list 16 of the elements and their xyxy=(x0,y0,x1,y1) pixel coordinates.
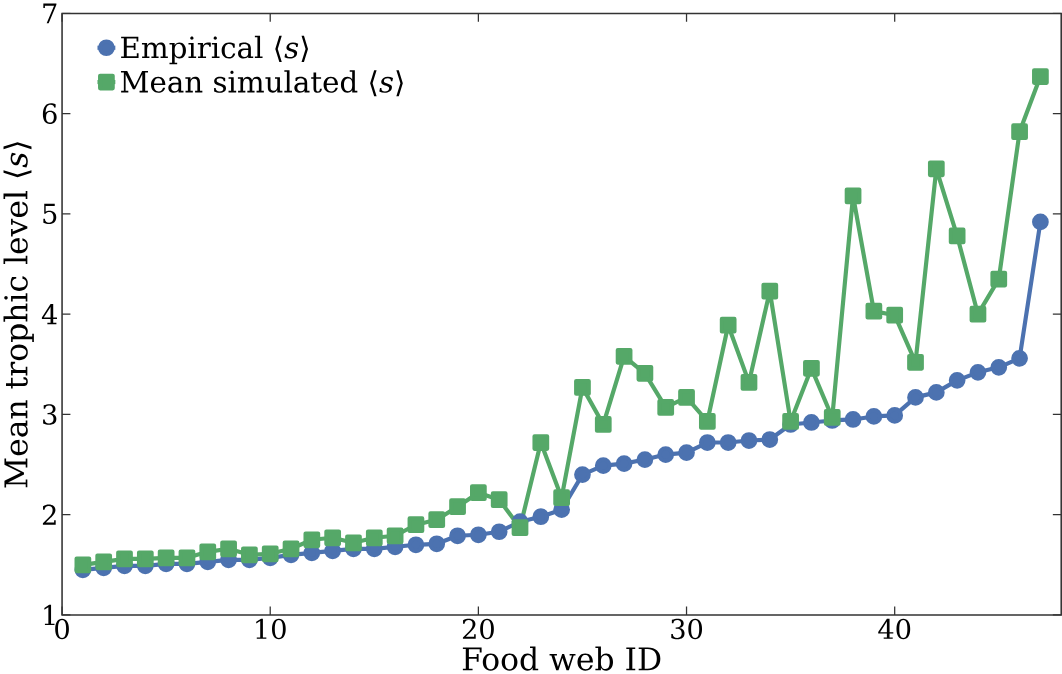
x-tick-label: 40 xyxy=(878,618,911,640)
x-tick-label: 0 xyxy=(55,618,69,640)
y-tick-label: 6 xyxy=(42,103,57,124)
y-tick-label: 4 xyxy=(41,303,57,325)
y-tick-label: 3 xyxy=(43,404,57,425)
y-tick-label: 2 xyxy=(42,504,56,525)
legend-label: Empirical ⟨s⟩ xyxy=(121,35,308,65)
y-tick-label: 7 xyxy=(43,3,57,24)
y-tick-label: 1 xyxy=(44,604,55,625)
y-tick-label: 5 xyxy=(43,203,57,224)
x-tick-label: 20 xyxy=(462,618,494,640)
x-tick-label: 30 xyxy=(671,618,703,640)
x-tick-label: 10 xyxy=(256,618,286,640)
y-axis-title: Mean trophic level ⟨s⟩ xyxy=(3,142,34,488)
legend-label: Mean simulated ⟨s⟩ xyxy=(120,70,403,97)
x-axis-title: Food web ID xyxy=(462,646,661,671)
